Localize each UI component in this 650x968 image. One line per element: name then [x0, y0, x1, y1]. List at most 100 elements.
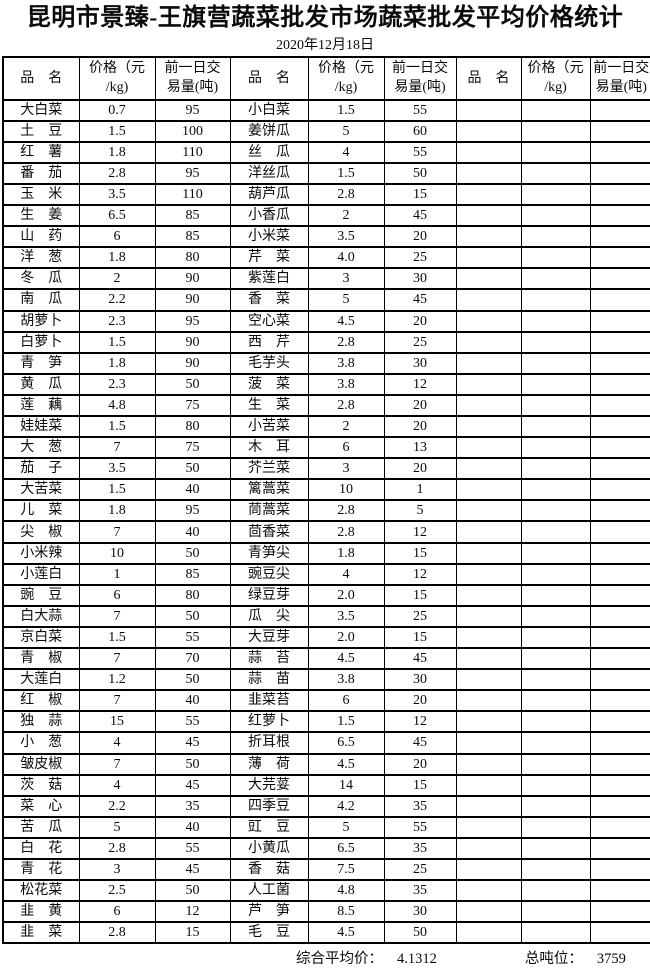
- product-name-cell: 苦 瓜: [2, 815, 80, 839]
- empty-cell: [520, 857, 591, 882]
- empty-cell: [520, 246, 591, 270]
- table-row: 冬 瓜 2 90 紫莲白 3 30: [2, 267, 650, 291]
- table-row: 京白菜 1.5 55 大豆芽 2.0 15: [2, 625, 650, 650]
- volume-cell: 40: [154, 520, 231, 544]
- product-name-cell: 毛芋头: [229, 351, 309, 375]
- volume-cell: 90: [154, 330, 231, 354]
- product-name-cell: 菜 心: [2, 794, 80, 818]
- volume-cell: 50: [154, 541, 231, 565]
- volume-cell: 35: [383, 836, 457, 860]
- empty-cell: [455, 583, 522, 607]
- price-cell: 1.8: [78, 499, 156, 523]
- price-cell: 3: [78, 857, 156, 882]
- empty-cell: [589, 879, 650, 903]
- volume-cell: 50: [154, 752, 231, 776]
- empty-cell: [455, 267, 522, 291]
- volume-cell: 15: [383, 773, 457, 797]
- empty-cell: [520, 562, 591, 586]
- price-cell: 6: [78, 583, 156, 607]
- table-row: 番 茄 2.8 95 洋丝瓜 1.5 50: [2, 161, 650, 185]
- product-name-cell: 白萝卜: [2, 330, 80, 354]
- price-cell: 2.8: [307, 182, 385, 207]
- empty-cell: [589, 541, 650, 565]
- product-name-cell: 娃娃菜: [2, 414, 80, 439]
- empty-cell: [589, 351, 650, 375]
- volume-cell: 55: [383, 140, 457, 164]
- empty-cell: [520, 836, 591, 860]
- table-body: 大白菜 0.7 95 小白菜 1.5 55 土 豆 1.5 100 姜饼瓜 5 60 红 薯 1.8 110…: [2, 98, 650, 945]
- empty-cell: [520, 689, 591, 713]
- table-row: 独 蒜 15 55 红萝卜 1.5 12: [2, 710, 650, 734]
- product-name-cell: 茨 菇: [2, 773, 80, 797]
- empty-cell: [589, 372, 650, 396]
- price-cell: 8.5: [307, 900, 385, 924]
- empty-cell: [520, 773, 591, 797]
- empty-cell: [455, 879, 522, 903]
- product-name-cell: 韭 菜: [2, 921, 80, 945]
- total-tonnage-label: 总吨位：: [524, 951, 583, 968]
- volume-cell: 13: [383, 436, 457, 460]
- empty-cell: [520, 583, 591, 607]
- empty-cell: [589, 668, 650, 692]
- price-cell: 2.0: [307, 625, 385, 650]
- price-cell: 3.8: [307, 668, 385, 692]
- empty-cell: [520, 225, 591, 249]
- price-cell: 1.8: [78, 246, 156, 270]
- product-name-cell: 蒜 苔: [229, 647, 309, 671]
- volume-cell: 45: [383, 204, 457, 228]
- header-product-name: 品 名: [455, 55, 522, 101]
- table-row: 韭 黄 6 12 芦 笋 8.5 30: [2, 900, 650, 924]
- volume-cell: 55: [154, 836, 231, 860]
- product-name-cell: 莲 藕: [2, 393, 80, 418]
- volume-cell: 85: [154, 204, 231, 228]
- product-name-cell: 小黄瓜: [229, 836, 309, 860]
- volume-cell: 95: [154, 309, 231, 333]
- product-name-cell: 小 葱: [2, 731, 80, 755]
- empty-cell: [455, 900, 522, 924]
- empty-cell: [455, 436, 522, 460]
- volume-cell: 25: [383, 857, 457, 882]
- price-cell: 1: [78, 562, 156, 586]
- volume-cell: 45: [154, 857, 231, 882]
- price-cell: 14: [307, 773, 385, 797]
- volume-cell: 35: [154, 794, 231, 818]
- volume-cell: 15: [383, 583, 457, 607]
- empty-cell: [455, 647, 522, 671]
- price-cell: 7: [78, 647, 156, 671]
- volume-cell: 110: [154, 182, 231, 207]
- product-name-cell: 红 薯: [2, 140, 80, 164]
- price-cell: 4: [307, 140, 385, 164]
- product-name-cell: 折耳根: [229, 731, 309, 755]
- empty-cell: [455, 478, 522, 502]
- product-name-cell: 葫芦瓜: [229, 182, 309, 207]
- empty-cell: [520, 499, 591, 523]
- empty-cell: [589, 457, 650, 481]
- empty-cell: [455, 98, 522, 122]
- price-cell: 1.8: [307, 541, 385, 565]
- empty-cell: [455, 330, 522, 354]
- price-cell: 1.5: [78, 478, 156, 502]
- product-name-cell: 白大蒜: [2, 604, 80, 628]
- volume-cell: 95: [154, 161, 231, 185]
- empty-cell: [455, 815, 522, 839]
- empty-cell: [520, 731, 591, 755]
- volume-cell: 40: [154, 815, 231, 839]
- empty-cell: [520, 372, 591, 396]
- volume-cell: 1: [383, 478, 457, 502]
- empty-cell: [455, 288, 522, 312]
- empty-cell: [455, 731, 522, 755]
- empty-cell: [589, 900, 650, 924]
- price-cell: 7: [78, 689, 156, 713]
- price-cell: 3: [307, 457, 385, 481]
- price-cell: 2.8: [78, 836, 156, 860]
- empty-cell: [589, 773, 650, 797]
- table-row: 青 花 3 45 香 菇 7.5 25: [2, 857, 650, 882]
- table-row: 山 药 6 85 小米菜 3.5 20: [2, 225, 650, 249]
- table-row: 胡萝卜 2.3 95 空心菜 4.5 20: [2, 309, 650, 333]
- price-table: 品 名 价格（元 /kg) 前一日交 易量(吨) 品 名 价格（元 /kg) 前…: [2, 55, 650, 945]
- price-cell: 2.8: [78, 921, 156, 945]
- empty-cell: [520, 330, 591, 354]
- product-name-cell: 蒜 苗: [229, 668, 309, 692]
- product-name-cell: 小米菜: [229, 225, 309, 249]
- volume-cell: 5: [383, 499, 457, 523]
